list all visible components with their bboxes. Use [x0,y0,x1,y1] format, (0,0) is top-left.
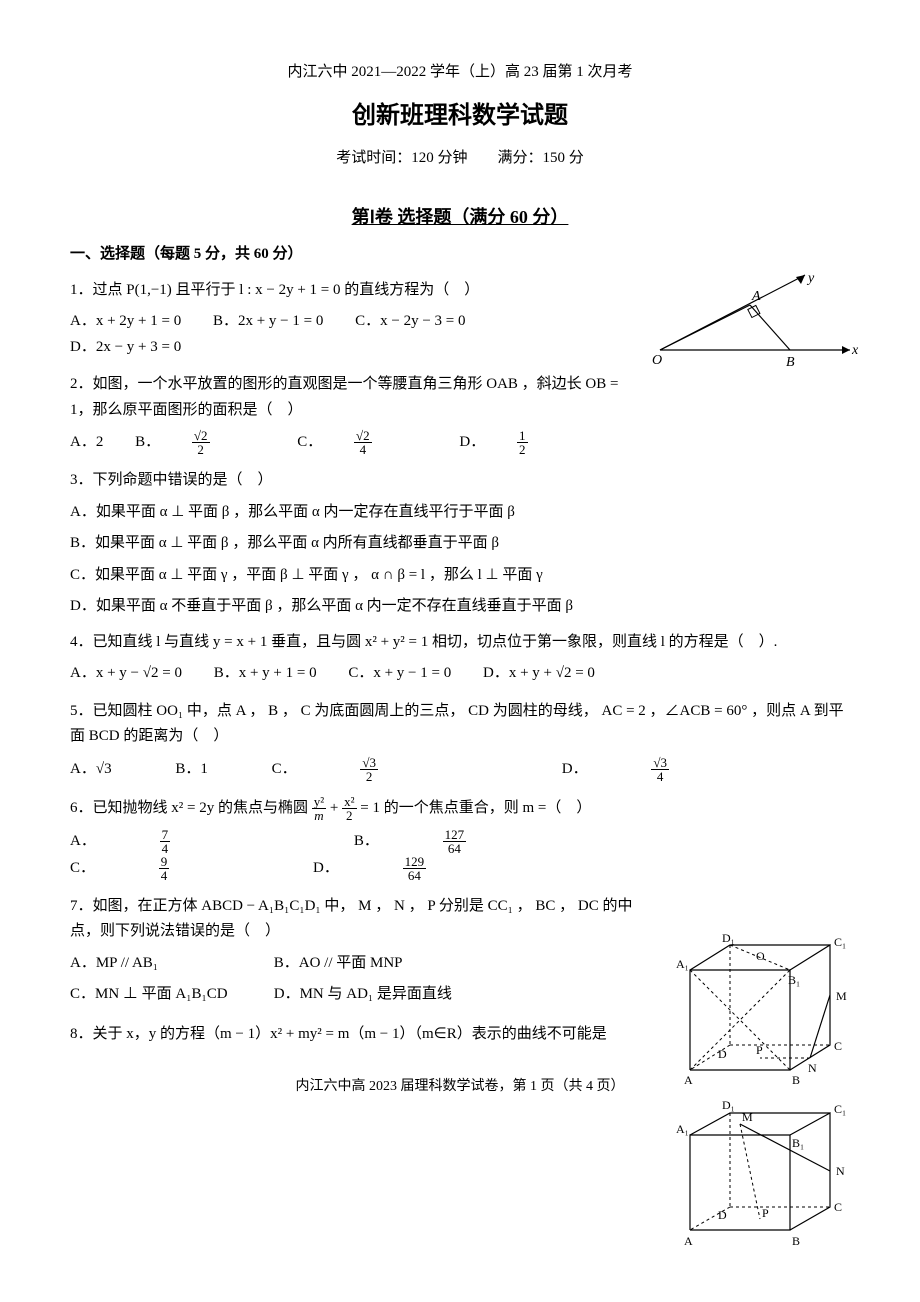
q6-stem-post: = 1 的一个焦点重合，则 m =（ ） [360,800,591,816]
question-3: 3．下列命题中错误的是（ ） [70,468,850,494]
svg-text:B: B [792,1073,800,1087]
q2-opt-b: B． √22 [135,429,265,456]
q1-opt-a: A．x + 2y + 1 = 0 [70,309,181,335]
q5-stem: 5．已知圆柱 OO₁ 中，点 A ， B ， C 为底面圆周上的三点， CD 为… [70,703,844,745]
svg-text:A: A [684,1234,693,1248]
q2-label-A: A [751,289,761,304]
q7-figure: A B C D A₁ B₁ C₁ D₁ M N P O [670,930,860,1090]
q5-opt-c: C． √32 [272,756,498,783]
q2-options: A．2 B． √22 C． √24 D． 12 [70,429,850,456]
svg-text:M: M [742,1110,753,1124]
svg-text:P: P [762,1206,769,1220]
q2-label-y: y [806,271,815,286]
q1-stem: 1．过点 P(1,−1) 且平行于 l : x − 2y + 1 = 0 的直线… [70,282,479,298]
svg-text:A₁: A₁ [676,1122,689,1136]
section-1-title: 第Ⅰ卷 选择题（满分 60 分） [70,202,850,233]
q4-opt-a: A．x + y − √2 = 0 [70,661,182,687]
q3-opt-c: C．如果平面 α ⊥ 平面 γ ，平面 β ⊥ 平面 γ ， α ∩ β = l… [70,563,850,589]
q2-opt-a: A．2 [70,430,103,456]
q3-opt-b: B．如果平面 α ⊥ 平面 β ，那么平面 α 内所有直线都垂直于平面 β [70,531,850,557]
svg-text:A: A [684,1073,693,1087]
exam-title: 创新班理科数学试题 [70,96,850,137]
svg-text:A₁: A₁ [676,957,689,971]
q6-stem-pre: 6．已知抛物线 x² = 2y 的焦点与椭圆 [70,800,312,816]
q6-opt-a: A． 74 [70,828,290,855]
q5-opt-a: A．√3 [70,757,112,783]
q6-opt-b: B． 12764 [354,828,586,855]
svg-text:C₁: C₁ [834,1102,846,1116]
svg-text:M: M [836,989,847,1003]
svg-text:B₁: B₁ [792,1136,804,1150]
q2-label-O: O [652,353,662,368]
q6-opt-c: C． 94 [70,855,289,882]
exam-info: 考试时间：120 分钟 满分：150 分 [70,146,850,172]
q4-opt-c: C．x + y − 1 = 0 [348,661,451,687]
q1-opt-d: D．2x − y + 3 = 0 [70,335,181,361]
q7-opt-c: C．MN ⊥ 平面 A₁B₁CD [70,982,270,1008]
q4-opt-d: D．x + y + √2 = 0 [483,661,595,687]
q2-label-B: B [786,355,795,370]
svg-text:N: N [836,1164,845,1178]
svg-text:D₁: D₁ [722,1098,735,1112]
q2-opt-d: D． 12 [459,429,583,456]
page-content: 内江六中 2021—2022 学年（上）高 23 届第 1 次月考 创新班理科数… [70,60,850,1099]
q7-opt-d: D．MN 与 AD₁ 是异面直线 [274,986,452,1002]
q6-opt-d: D． 12964 [313,855,546,882]
q4-stem: 4．已知直线 l 与直线 y = x + 1 垂直，且与圆 x² + y² = … [70,634,777,650]
q3-stem: 3．下列命题中错误的是（ ） [70,472,273,488]
q3-opt-a: A．如果平面 α ⊥ 平面 β ，那么平面 α 内一定存在直线平行于平面 β [70,500,850,526]
svg-text:D: D [718,1047,727,1061]
q6-options: A． 74 B． 12764 C． 94 D． 12964 [70,828,850,882]
svg-text:O: O [756,949,765,963]
svg-text:B: B [792,1234,800,1248]
q1-opt-c: C．x − 2y − 3 = 0 [355,309,465,335]
q5-options: A．√3 B．1 C． √32 D． √34 [70,756,850,783]
question-4: 4．已知直线 l 与直线 y = x + 1 垂直，且与圆 x² + y² = … [70,630,850,656]
question-2: 2．如图，一个水平放置的图形的直观图是一个等腰直角三角形 OAB ，斜边长 OB… [70,372,850,423]
q7-opt-b: B．AO // 平面 MNP [274,955,403,971]
q5-opt-b: B．1 [175,757,208,783]
q1-opt-b: B．2x + y − 1 = 0 [213,309,323,335]
svg-text:N: N [808,1061,817,1075]
q3-opt-d: D．如果平面 α 不垂直于平面 β ，那么平面 α 内一定不存在直线垂直于平面 … [70,594,850,620]
q3-options: A．如果平面 α ⊥ 平面 β ，那么平面 α 内一定存在直线平行于平面 β B… [70,500,850,620]
q7-stem: 7．如图，在正方体 ABCD − A₁B₁C₁D₁ 中， M ， N ， P 分… [70,898,632,940]
question-6: 6．已知抛物线 x² = 2y 的焦点与椭圆 y²m + x²2 = 1 的一个… [70,795,850,822]
q5-opt-d: D． √34 [562,756,789,783]
q4-options: A．x + y − √2 = 0 B．x + y + 1 = 0 C．x + y… [70,661,850,687]
q2-label-x: x [851,343,859,358]
q2-stem: 2．如图，一个水平放置的图形的直观图是一个等腰直角三角形 OAB ，斜边长 OB… [70,376,618,418]
school-term-line: 内江六中 2021—2022 学年（上）高 23 届第 1 次月考 [70,60,850,86]
question-7: 7．如图，在正方体 ABCD − A₁B₁C₁D₁ 中， M ， N ， P 分… [70,894,850,945]
q2-figure: O A B x y [650,270,870,380]
subsection-1: 一、选择题（每题 5 分，共 60 分） [70,242,850,268]
q8-stem: 8．关于 x，y 的方程（m − 1）x² + my² = m（m − 1）（m… [70,1026,607,1042]
svg-text:C: C [834,1200,842,1214]
q7-opt-a: A．MP // AB₁ [70,951,270,977]
q2-opt-c: C． √24 [297,429,427,456]
q8-figure: A B C D A₁ B₁ C₁ D₁ M N P [670,1095,860,1250]
question-8: 8．关于 x，y 的方程（m − 1）x² + my² = m（m − 1）（m… [70,1022,850,1048]
svg-text:D: D [718,1208,727,1222]
q4-opt-b: B．x + y + 1 = 0 [214,661,317,687]
question-5: 5．已知圆柱 OO₁ 中，点 A ， B ， C 为底面圆周上的三点， CD 为… [70,699,850,750]
svg-text:B₁: B₁ [788,973,800,987]
